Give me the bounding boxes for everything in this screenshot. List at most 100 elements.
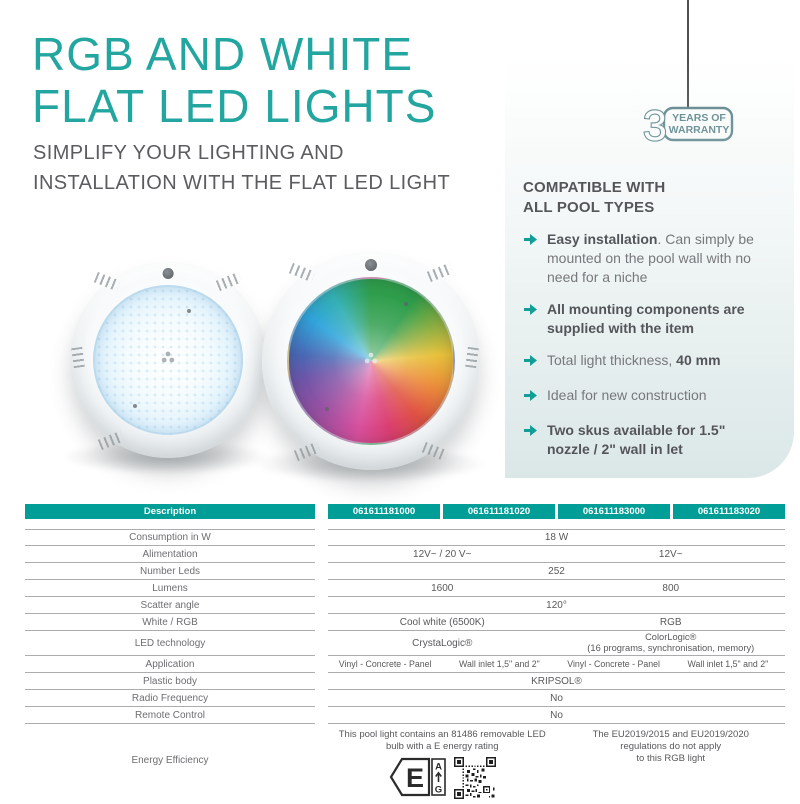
screw-dot — [325, 406, 330, 411]
header-sku: 061611181020 — [443, 504, 555, 519]
row-value: RGB — [659, 616, 682, 628]
rim-sensor-dot — [365, 258, 377, 271]
row-value: 12V~ — [658, 548, 683, 560]
rim-sensor-dot — [162, 268, 174, 280]
arrow-icon — [523, 302, 539, 338]
screw-dot — [187, 308, 192, 313]
page-title-line2: FLAT LED LIGHTS — [32, 80, 437, 132]
energy-left-cell: This pool light contains an 81486 remova… — [328, 724, 557, 799]
row-value: No — [550, 709, 563, 721]
arrow-icon — [523, 388, 539, 408]
header-codes: 061611181000 061611181020 061611183000 0… — [328, 504, 785, 519]
qr-code-icon — [453, 757, 496, 804]
row-label: Number Leds — [25, 563, 315, 580]
row-label: Alimentation — [25, 546, 315, 563]
table-row: Scatter angle 120° — [25, 597, 785, 614]
row-label: LED technology — [25, 631, 315, 656]
row-label: Remote Control — [25, 707, 315, 724]
bullet-item: Total light thickness, 40 mm — [523, 351, 767, 373]
table-body: Consumption in W 18 W Alimentation 12V~ … — [25, 529, 785, 724]
brand-emblem-icon — [160, 350, 176, 370]
vent-slots — [71, 346, 85, 369]
page-subtitle: SIMPLIFY YOUR LIGHTING AND INSTALLATION … — [33, 138, 450, 198]
row-value: CrystaLogic® — [412, 637, 473, 649]
row-label: Plastic body — [25, 673, 315, 690]
row-value: Vinyl - Concrete - Panel — [567, 659, 660, 669]
row-value: 18 W — [544, 532, 569, 543]
table-row: Radio Frequency No — [25, 690, 785, 707]
table-row: Consumption in W 18 W — [25, 529, 785, 546]
table-row: White / RGB Cool white (6500K) RGB — [25, 614, 785, 631]
row-value: Cool white (6500K) — [399, 616, 485, 628]
row-value: KRIPSOL® — [531, 675, 582, 687]
energy-note: This pool light contains an 81486 remova… — [338, 729, 546, 752]
header-sku: 061611181000 — [328, 504, 440, 519]
compatibility-panel: COMPATIBLE WITH ALL POOL TYPES Easy inst… — [505, 56, 794, 478]
page-title: RGB AND WHITE FLAT LED LIGHTS — [32, 28, 436, 132]
brand-emblem-icon — [363, 351, 379, 371]
row-label: Radio Frequency — [25, 690, 315, 707]
spec-table: Description 061611181000 061611181020 06… — [25, 504, 785, 799]
row-label: Energy Efficiency — [131, 754, 209, 766]
table-row: Remote Control No — [25, 707, 785, 724]
row-value: ColorLogic® (16 programs, synchronisatio… — [587, 632, 755, 653]
page-subtitle-line1: SIMPLIFY YOUR LIGHTING AND — [33, 142, 344, 164]
table-row: Lumens 1600 800 — [25, 580, 785, 597]
vent-slots — [215, 271, 242, 291]
row-label: Consumption in W — [25, 529, 315, 546]
row-label: Application — [25, 656, 315, 673]
panel-heading: COMPATIBLE WITH ALL POOL TYPES — [523, 178, 665, 218]
row-value: 800 — [662, 582, 680, 594]
vent-slots — [289, 263, 316, 283]
energy-label-icon: E A G — [389, 757, 447, 802]
row-value: 12V~ / 20 V~ — [413, 548, 472, 560]
row-value: 1600 — [431, 582, 454, 594]
rgb-led-face — [287, 277, 455, 445]
row-label: White / RGB — [25, 614, 315, 631]
screw-dot — [403, 302, 408, 306]
regulation-note: The EU2019/2015 and EU2019/2020 regulati… — [592, 729, 749, 764]
row-value: Vinyl - Concrete - Panel — [338, 659, 432, 669]
header-description: Description — [25, 504, 315, 519]
arrow-icon — [523, 232, 539, 287]
energy-scale-top: A — [435, 762, 442, 773]
screw-dot — [132, 404, 137, 409]
row-value: No — [550, 692, 563, 704]
row-label: Lumens — [25, 580, 315, 597]
table-row: LED technology CrystaLogic® ColorLogic® … — [25, 631, 785, 656]
panel-heading-line1: COMPATIBLE WITH — [523, 179, 666, 196]
rgb-led-light-image — [262, 252, 480, 470]
bullet-text: Two skus available for 1.5" nozzle / 2" … — [547, 422, 726, 457]
page-subtitle-line2: INSTALLATION WITH THE FLAT LED LIGHT — [33, 172, 451, 194]
table-row: Plastic body KRIPSOL® — [25, 673, 785, 690]
bullet-item: Easy installation. Can simply be mounted… — [523, 230, 767, 287]
header-sku: 061611183000 — [558, 504, 670, 519]
table-row: Application Vinyl - Concrete - Panel Wal… — [25, 656, 785, 673]
energy-class-letter: E — [406, 763, 424, 793]
vent-slots — [465, 347, 480, 369]
row-value: 120° — [546, 599, 567, 611]
row-value: 252 — [548, 565, 565, 577]
arrow-icon — [523, 423, 539, 459]
vent-slots — [94, 271, 121, 291]
header-sku: 061611183020 — [673, 504, 785, 519]
bullet-item: All mounting components are supplied wit… — [523, 300, 767, 338]
table-header-row: Description 061611181000 061611181020 06… — [25, 504, 785, 519]
bullet-text: All mounting components are supplied wit… — [547, 301, 745, 336]
page-title-line1: RGB AND WHITE — [32, 28, 414, 80]
bullet-text: Total light thickness, 40 mm — [547, 352, 721, 368]
vent-slots — [426, 263, 453, 283]
bullet-text: Easy installation. Can simply be mounted… — [547, 231, 754, 285]
white-led-light-image — [70, 262, 266, 458]
table-row: Number Leds 252 — [25, 563, 785, 580]
bullet-text: Ideal for new construction — [547, 387, 707, 403]
row-value: Wall inlet 1,5" and 2" — [687, 659, 769, 669]
arrow-icon — [523, 353, 539, 373]
bullet-item: Ideal for new construction — [523, 386, 767, 408]
row-label: Scatter angle — [25, 597, 315, 614]
energy-efficiency-row: Energy Efficiency This pool light contai… — [25, 724, 785, 799]
energy-scale-bottom: G — [435, 785, 442, 796]
hanging-line — [687, 0, 689, 108]
feature-bullets: Easy installation. Can simply be mounted… — [523, 230, 767, 472]
row-value: Wall inlet 1,5" and 2" — [459, 659, 540, 669]
